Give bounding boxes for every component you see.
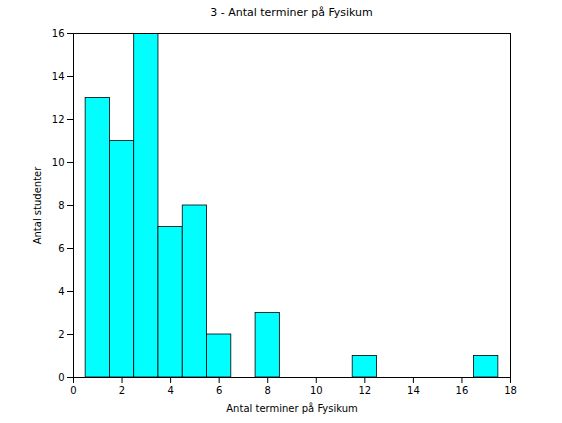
- svg-text:8: 8: [265, 385, 271, 396]
- svg-text:6: 6: [216, 385, 222, 396]
- html-text:3 - Antal terminer på Fysikum: 3 - Antal terminer på Fysikum: [210, 6, 373, 19]
- svg-text:12: 12: [52, 114, 65, 125]
- svg-text:14: 14: [52, 71, 65, 82]
- svg-text:16: 16: [52, 28, 65, 39]
- svg-text:14: 14: [407, 385, 420, 396]
- svg-text:0: 0: [70, 385, 76, 396]
- svg-text:8: 8: [58, 200, 64, 211]
- svg-text:12: 12: [358, 385, 371, 396]
- svg-text:6: 6: [58, 243, 64, 254]
- svg-text:18: 18: [504, 385, 517, 396]
- svg-text:2: 2: [58, 329, 64, 340]
- svg-text:0: 0: [58, 372, 64, 383]
- svg-text:10: 10: [310, 385, 323, 396]
- svg-text:Antal studenter: Antal studenter: [32, 166, 43, 245]
- svg-text:4: 4: [167, 385, 173, 396]
- svg-text:10: 10: [52, 157, 65, 168]
- svg-text:Antal terminer på Fysikum: Antal terminer på Fysikum: [226, 402, 357, 414]
- svg-text:4: 4: [58, 286, 64, 297]
- svg-text:2: 2: [119, 385, 125, 396]
- svg-text:16: 16: [456, 385, 469, 396]
